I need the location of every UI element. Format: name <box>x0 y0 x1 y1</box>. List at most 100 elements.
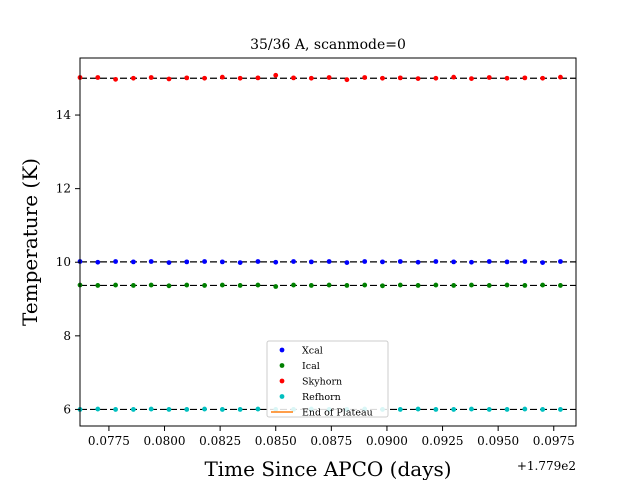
data-point <box>380 75 385 81</box>
data-point <box>344 283 350 288</box>
x-tick-label: 0.0800 <box>144 434 186 448</box>
data-point <box>291 259 296 264</box>
data-point <box>469 282 474 288</box>
data-point <box>540 75 546 81</box>
data-point <box>113 282 118 288</box>
data-point <box>451 407 457 412</box>
data-point <box>255 282 261 288</box>
data-point <box>415 406 421 412</box>
data-point <box>255 259 261 264</box>
data-point <box>415 283 421 288</box>
x-tick-label: 0.0950 <box>477 434 519 448</box>
data-point <box>469 76 474 82</box>
legend: Xcal Ical Skyhorn Refhorn End of Plateau <box>266 340 389 419</box>
data-point <box>148 406 154 412</box>
data-point <box>558 259 563 264</box>
y-tick-label: 6 <box>63 402 71 416</box>
data-point <box>558 283 563 288</box>
data-point <box>469 259 474 265</box>
data-point <box>202 75 207 81</box>
data-point <box>202 406 207 412</box>
legend-label: End of Plateau <box>302 408 373 419</box>
data-point <box>184 259 190 265</box>
data-point <box>522 406 528 412</box>
data-point <box>273 259 279 265</box>
data-point <box>308 259 314 265</box>
data-point <box>558 407 563 412</box>
data-point <box>237 407 243 412</box>
data-point <box>451 283 457 288</box>
data-point <box>326 259 332 264</box>
data-point <box>397 282 403 288</box>
data-point <box>522 283 528 288</box>
data-point <box>237 260 243 266</box>
legend-marker <box>279 378 285 384</box>
data-point <box>184 75 190 81</box>
data-point <box>415 259 421 265</box>
data-point <box>166 76 172 82</box>
x-tick-label: 0.0825 <box>199 434 241 448</box>
data-point <box>344 77 350 83</box>
data-point <box>219 259 225 265</box>
data-point <box>540 407 546 412</box>
data-point <box>148 282 154 288</box>
data-point <box>486 407 492 412</box>
data-point <box>486 259 492 264</box>
data-point <box>184 282 190 288</box>
data-point <box>486 75 492 80</box>
data-point <box>415 76 421 82</box>
data-point <box>130 259 136 265</box>
legend-label: Refhorn <box>302 392 341 403</box>
data-point <box>130 283 136 288</box>
data-point <box>504 75 510 81</box>
data-point <box>255 406 261 412</box>
data-point <box>202 259 207 264</box>
data-point <box>273 72 279 78</box>
y-tick-label: 14 <box>56 108 72 122</box>
legend-marker <box>279 363 285 368</box>
data-point <box>397 259 403 264</box>
data-point <box>451 259 457 265</box>
series-ical <box>77 282 576 289</box>
data-point <box>558 74 563 80</box>
data-point <box>433 259 439 264</box>
x-tick-label: 0.0975 <box>533 434 575 448</box>
data-point <box>113 76 118 82</box>
data-point <box>451 74 457 80</box>
legend-marker <box>279 394 285 399</box>
x-tick-label: 0.0875 <box>310 434 352 448</box>
data-point <box>504 259 510 265</box>
y-tick-label: 12 <box>56 182 71 196</box>
legend-marker <box>279 347 285 353</box>
data-point <box>219 74 225 80</box>
data-point <box>95 75 101 80</box>
data-point <box>433 75 439 81</box>
data-point <box>522 75 528 81</box>
data-point <box>113 259 118 264</box>
data-point <box>219 407 225 412</box>
data-point <box>166 283 172 289</box>
data-point <box>486 283 492 288</box>
data-point <box>469 406 474 412</box>
y-axis-label: Temperature (K) <box>18 158 42 326</box>
legend-label: Xcal <box>302 346 323 357</box>
data-point <box>95 283 101 288</box>
data-point <box>202 283 207 288</box>
data-point <box>433 407 439 412</box>
data-point <box>95 259 101 265</box>
data-point <box>166 260 172 266</box>
data-point <box>362 75 368 80</box>
data-point <box>237 283 243 288</box>
data-point <box>308 75 314 81</box>
x-tick-label: 0.0850 <box>255 434 297 448</box>
x-axis-offset-label: +1.779e2 <box>517 459 576 473</box>
data-point <box>130 75 136 81</box>
x-tick-label: 0.0925 <box>422 434 464 448</box>
data-point <box>522 259 528 264</box>
legend-label: Ical <box>302 361 320 372</box>
legend-label: Skyhorn <box>302 377 342 388</box>
data-point <box>166 407 172 412</box>
data-point <box>540 260 546 266</box>
data-point <box>504 282 510 288</box>
